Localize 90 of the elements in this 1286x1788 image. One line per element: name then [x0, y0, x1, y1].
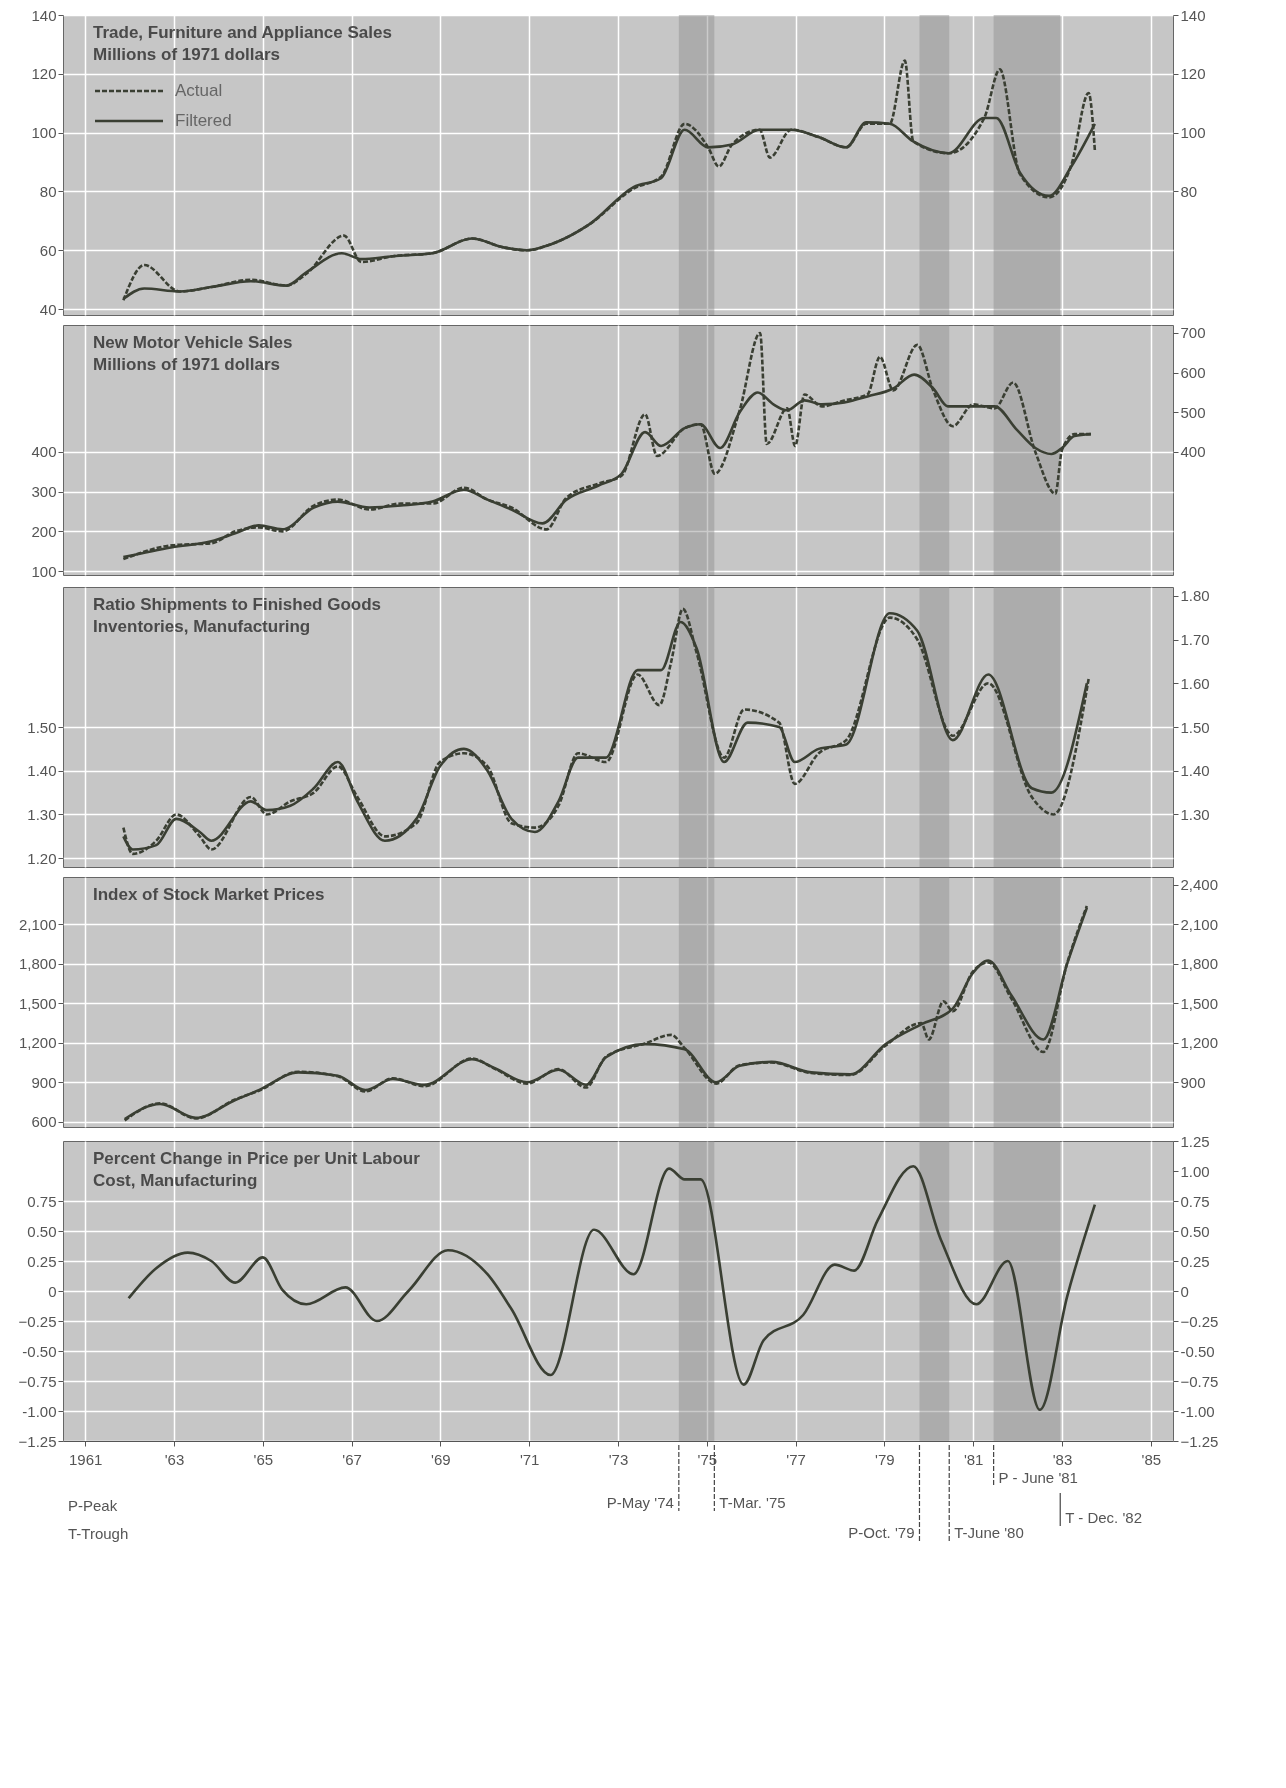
y2-tick-label: 700 [1180, 324, 1206, 342]
y2-tick-label: 1,800 [1180, 955, 1219, 973]
y2-tick-label: 2,100 [1180, 915, 1219, 933]
y-tick-label: −1.25 [18, 1432, 57, 1450]
text: P-Peak [68, 1497, 118, 1514]
y2-tick-label: 80 [1180, 182, 1198, 200]
y2-tick-label: −0.25 [1180, 1312, 1219, 1330]
ref-line-label: T-Mar. '75 [719, 1494, 786, 1511]
y-tick-label: 120 [31, 65, 57, 83]
y-tick-label: 1,200 [18, 1034, 57, 1052]
y-tick-label: −0.75 [18, 1372, 57, 1390]
y2-tick-label: 2,400 [1180, 876, 1219, 894]
y2-tick-label: 900 [1180, 1073, 1206, 1091]
y2-tick-label: 120 [1180, 65, 1206, 83]
y-tick-label: 1.30 [27, 806, 57, 823]
y2-tick-label: 0 [1180, 1282, 1189, 1300]
y2-tick-label: 600 [1180, 364, 1206, 382]
y-tick-label: 1,500 [18, 994, 57, 1012]
x-tick-label: '85 [1141, 1450, 1162, 1468]
x-tick-label: '69 [431, 1450, 451, 1468]
y2-tick-label: -1.00 [1180, 1402, 1215, 1420]
x-tick-label: '79 [875, 1450, 895, 1468]
text: Ratio Shipments to Finished Goods Inventories, Manufacturing [93, 595, 382, 636]
ref-line-label: P-Oct. '79 [848, 1524, 915, 1541]
y-tick-label: 600 [31, 1113, 57, 1131]
x-tick-label: '73 [608, 1450, 629, 1468]
y2-tick-label: 1.25 [1180, 1132, 1210, 1150]
y-tick-label: 1.50 [27, 718, 57, 736]
y-tick-label: 40 [39, 300, 57, 318]
x-tick-label: '81 [963, 1450, 984, 1468]
y2-tick-label: 1.80 [1180, 587, 1210, 605]
y-tick-label: 400 [31, 443, 57, 461]
y2-tick-label: 1.40 [1180, 762, 1210, 780]
y2-tick-label: -0.50 [1180, 1342, 1215, 1360]
x-tick-label: 1961 [69, 1450, 103, 1468]
y-tick-label: 60 [39, 241, 57, 259]
y-tick-label: 0.75 [27, 1192, 57, 1210]
chart-title: New Motor Vehicle Sales [93, 333, 293, 352]
y-tick-label: -1.00 [22, 1402, 57, 1420]
x-tick-label: '77 [786, 1450, 806, 1468]
y2-tick-label: 1,200 [1180, 1034, 1219, 1052]
x-tick-label: '65 [253, 1450, 274, 1468]
legend-label: Actual [175, 81, 223, 100]
y-tick-label: −0.25 [18, 1312, 57, 1330]
y-tick-label: 100 [31, 562, 57, 580]
x-tick-label: '71 [519, 1450, 540, 1468]
y2-tick-label: 1.00 [1180, 1162, 1210, 1180]
y2-tick-label: 1.70 [1180, 631, 1210, 648]
x-tick-label: '63 [164, 1450, 185, 1468]
text: T-Trough [68, 1525, 129, 1542]
y2-tick-label: 1.30 [1180, 806, 1210, 823]
text: Index of Stock Market Prices [93, 885, 325, 904]
y2-tick-label: 500 [1180, 403, 1206, 421]
y2-tick-label: −1.25 [1180, 1432, 1219, 1450]
y2-tick-label: 0.25 [1180, 1252, 1210, 1270]
text: Percent Change in Price per Unit Labour Cost, Manufacturing [93, 1149, 421, 1190]
text: Millions of 1971 dollars [93, 45, 281, 64]
ref-line-label: T-June '80 [954, 1524, 1024, 1541]
legend-label: Filtered [175, 111, 232, 130]
x-tick-label: '75 [697, 1450, 718, 1468]
y2-tick-label: 1,500 [1180, 994, 1219, 1012]
y2-tick-label: 0.75 [1180, 1192, 1210, 1210]
ref-line-label: P-May '74 [606, 1494, 674, 1511]
x-tick-label: '67 [342, 1450, 362, 1468]
y-tick-label: 80 [39, 182, 57, 200]
y-tick-label: 100 [31, 124, 57, 142]
y-tick-label: -0.50 [22, 1342, 57, 1360]
y2-tick-label: −0.75 [1180, 1372, 1219, 1390]
y-tick-label: 1,800 [18, 955, 57, 973]
y2-tick-label: 400 [1180, 443, 1206, 461]
y-tick-label: 2,100 [18, 915, 57, 933]
y-tick-label: 0.25 [27, 1252, 57, 1270]
y-tick-label: 140 [31, 6, 57, 24]
ref-line-label: P - June '81 [998, 1469, 1078, 1486]
y2-tick-label: 140 [1180, 6, 1206, 24]
y-tick-label: 1.20 [27, 849, 57, 867]
y2-tick-label: 100 [1180, 124, 1206, 142]
y-tick-label: 900 [31, 1073, 57, 1091]
y-tick-label: 0 [48, 1282, 57, 1300]
y-tick-label: 1.40 [27, 762, 57, 780]
y-tick-label: 200 [31, 522, 57, 540]
chart-title: Trade, Furniture and Appliance Sales [93, 23, 392, 42]
x-tick-label: '83 [1052, 1450, 1073, 1468]
ref-line-label: T - Dec. '82 [1065, 1509, 1143, 1526]
y-tick-label: 0.50 [27, 1222, 57, 1240]
y2-tick-label: 0.50 [1180, 1222, 1210, 1240]
y2-tick-label: 1.50 [1180, 718, 1210, 736]
y2-tick-label: 1.60 [1180, 674, 1210, 692]
text: Millions of 1971 dollars [93, 355, 281, 374]
y-tick-label: 300 [31, 483, 57, 501]
